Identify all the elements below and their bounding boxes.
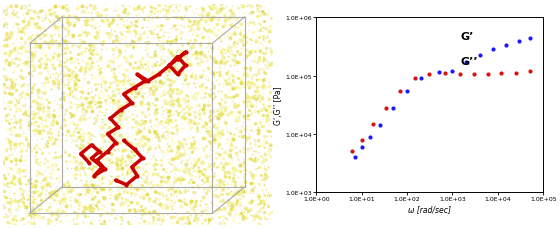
Point (525, 37, 534, 40)
Point (357, 138, 366, 142)
Text: G’: G’ (460, 32, 474, 42)
Point (395, 90, 404, 93)
Point (511, 72, 520, 75)
Point (448, 70, 457, 74)
Point (483, 73, 492, 76)
Point (475, 54, 484, 57)
Point (489, 48, 498, 51)
Point (410, 77, 419, 81)
Point (515, 40, 524, 44)
X-axis label: ω [rad/sec]: ω [rad/sec] (408, 204, 451, 213)
Point (365, 135, 374, 139)
Point (461, 61, 470, 65)
Point (382, 106, 391, 110)
Point (347, 150, 356, 154)
Point (357, 145, 366, 149)
Point (497, 72, 506, 76)
Point (456, 73, 465, 76)
Point (375, 124, 384, 128)
Text: G’’: G’’ (460, 57, 478, 66)
Point (470, 73, 479, 76)
Point (369, 122, 378, 126)
Point (416, 77, 425, 81)
Point (435, 71, 444, 75)
Point (403, 90, 412, 93)
Point (350, 155, 359, 159)
Point (501, 44, 510, 48)
Y-axis label: G’,G’’ [Pa]: G’,G’’ [Pa] (274, 86, 283, 125)
Point (424, 73, 433, 76)
Point (525, 70, 534, 74)
Point (389, 106, 398, 110)
Point (441, 72, 450, 76)
